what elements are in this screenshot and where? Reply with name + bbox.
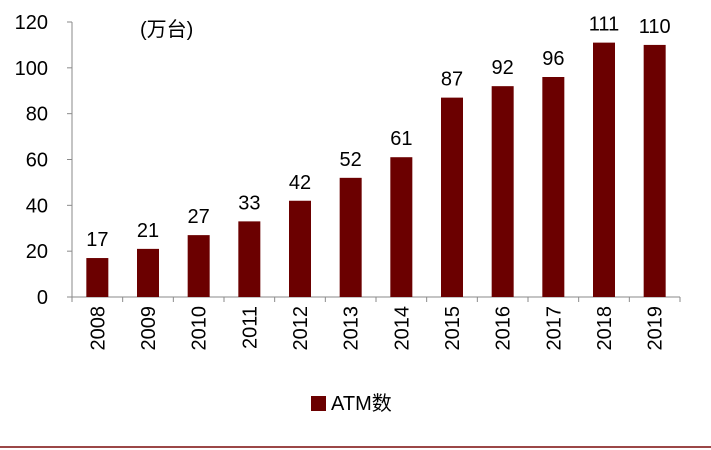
x-tick-label: 2011 <box>239 306 261 349</box>
bars <box>86 42 666 298</box>
y-tick-label: 120 <box>15 12 48 34</box>
x-tick-label: 2010 <box>189 306 211 351</box>
data-label-2014: 61 <box>390 128 412 150</box>
data-label-2010: 27 <box>188 206 210 228</box>
data-label-2012: 42 <box>289 172 311 194</box>
bar-2013 <box>339 177 362 297</box>
x-tick-label: 2013 <box>341 306 363 351</box>
x-axis: 2008 2009 2010 2011 2012 2013 2014 2015 2016 2017… <box>71 296 681 351</box>
y-tick-label: 80 <box>26 104 48 126</box>
x-tick-label: 2015 <box>442 306 464 351</box>
x-tick-label: 2019 <box>645 306 667 351</box>
legend-label: ATM数 <box>331 392 392 415</box>
bar-2018 <box>593 42 615 297</box>
data-label-2017: 96 <box>542 48 564 70</box>
x-tick-label: 2012 <box>290 306 312 351</box>
bar-2017 <box>542 77 565 297</box>
y-tick-label: 100 <box>15 58 48 80</box>
y-axis: 0 20 40 60 80 100 120 <box>15 12 73 309</box>
x-tick-label: 2017 <box>543 306 565 351</box>
data-label-2013: 52 <box>340 149 362 171</box>
unit-label: (万台) <box>140 18 193 41</box>
data-label-2008: 17 <box>86 229 108 251</box>
x-tick-label: 2009 <box>138 306 160 351</box>
y-tick-label: 0 <box>37 287 48 309</box>
bar-2008 <box>86 258 109 297</box>
bar-2016 <box>491 86 514 298</box>
data-label-2015: 87 <box>441 69 463 91</box>
x-tick-label: 2014 <box>391 306 413 351</box>
data-label-2011: 33 <box>238 192 260 214</box>
data-label-2009: 21 <box>137 220 159 242</box>
x-tick-label: 2016 <box>493 306 515 351</box>
y-tick-label: 20 <box>26 241 48 263</box>
y-tick-label: 60 <box>26 150 48 172</box>
data-label-2016: 92 <box>492 57 514 79</box>
bar-2014 <box>390 157 413 297</box>
bar-2012 <box>289 200 311 297</box>
bar-2009 <box>137 248 159 297</box>
x-tick-label: 2008 <box>87 306 109 351</box>
bar-2010 <box>187 235 210 297</box>
bar-2015 <box>441 97 463 297</box>
data-label-2018: 111 <box>589 14 619 36</box>
data-labels: 17 21 27 33 42 52 61 87 92 96 111 110 <box>86 14 670 251</box>
bar-2019 <box>643 44 666 297</box>
y-tick-label: 40 <box>26 195 48 217</box>
legend-swatch <box>311 396 326 411</box>
data-label-2019: 110 <box>639 16 671 38</box>
legend: ATM数 <box>311 392 392 415</box>
bar-2011 <box>238 221 261 297</box>
x-tick-label: 2018 <box>594 306 616 351</box>
